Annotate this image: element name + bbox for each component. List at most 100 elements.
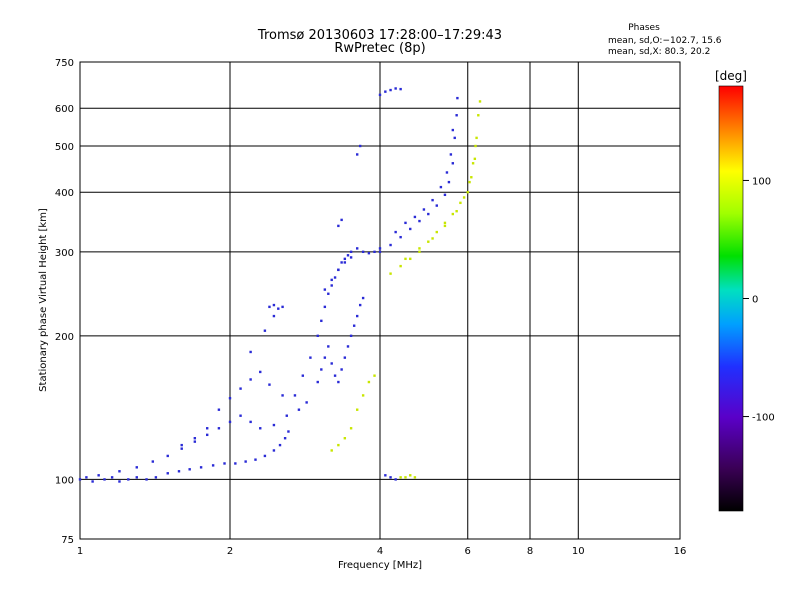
x-mode-point [367, 380, 371, 384]
o-mode-point [301, 374, 305, 377]
o-mode-point [180, 443, 183, 447]
o-mode-point [394, 230, 397, 234]
x-mode-point [462, 196, 466, 199]
o-mode-point [287, 430, 290, 433]
o-mode-point [217, 408, 221, 411]
o-mode-point [361, 250, 365, 254]
y-axis-label: Stationary phase Virtual Height [km] [38, 208, 49, 392]
o-mode-point [254, 458, 257, 461]
x-mode-point [443, 224, 447, 228]
o-mode-point [435, 204, 438, 207]
x-tick-label: 10 [572, 546, 585, 557]
o-mode-point [205, 433, 209, 437]
o-mode-point [211, 464, 215, 467]
o-mode-point [455, 114, 458, 117]
o-mode-point [281, 305, 284, 309]
o-mode-point [205, 427, 209, 430]
o-mode-point [449, 153, 453, 156]
o-mode-point [118, 480, 121, 483]
o-mode-point [259, 427, 262, 430]
o-mode-point [249, 378, 252, 381]
x-mode-point [431, 237, 434, 240]
x-mode-point [409, 474, 412, 477]
o-mode-point [453, 136, 456, 140]
o-mode-point [330, 278, 333, 282]
o-mode-point [418, 219, 421, 223]
o-mode-point [358, 303, 362, 307]
x-tick-marks: 1 2 4 6 8 10 16 [77, 546, 687, 557]
x-tick-label: 2 [227, 546, 233, 557]
o-mode-point [394, 87, 397, 90]
phase-info-o: mean, sd,O:−102.7, 15.6 [608, 36, 722, 46]
o-mode-point [193, 440, 197, 443]
o-mode-point [78, 478, 82, 481]
o-mode-point [293, 394, 297, 397]
o-mode-point [272, 449, 276, 452]
x-mode-point [404, 257, 407, 261]
o-mode-point [427, 212, 430, 216]
o-mode-point [451, 128, 455, 132]
x-mode-point [399, 476, 402, 479]
o-mode-point [378, 247, 382, 250]
o-mode-point [456, 96, 459, 100]
o-mode-point [272, 303, 276, 307]
o-mode-point [355, 153, 359, 156]
o-mode-point [285, 414, 288, 417]
o-mode-point [180, 447, 183, 450]
x-mode-point [355, 408, 359, 411]
o-mode-point [327, 292, 330, 295]
o-mode-point [249, 420, 252, 424]
o-mode-point [316, 380, 319, 384]
x-mode-point [373, 374, 376, 377]
x-mode-point [418, 250, 421, 254]
x-tick-label: 1 [77, 546, 83, 557]
o-mode-point [409, 227, 412, 231]
o-mode-point [228, 396, 232, 400]
o-mode-point [413, 215, 417, 219]
o-mode-point [278, 443, 282, 447]
colorbar [718, 85, 744, 512]
o-mode-point [135, 476, 138, 479]
phase-info-x: mean, sd,X: 80.3, 20.2 [608, 47, 710, 57]
x-mode-point [404, 476, 407, 479]
x-tick-label: 8 [527, 546, 533, 557]
x-mode-point [474, 144, 477, 148]
o-mode-point [118, 470, 121, 473]
o-mode-point [268, 383, 271, 386]
o-mode-point [394, 478, 397, 481]
y-tick-label: 200 [55, 332, 74, 343]
o-mode-point [323, 305, 327, 309]
x-mode-point [337, 443, 340, 447]
x-mode-point [349, 427, 353, 430]
x-mode-point [466, 191, 469, 194]
y-tick-label: 600 [55, 104, 74, 115]
x-mode-point [361, 394, 365, 397]
o-mode-point [443, 193, 447, 197]
o-mode-point [127, 478, 130, 481]
o-mode-point [399, 235, 402, 239]
o-mode-point [404, 221, 407, 225]
o-mode-point [343, 356, 347, 359]
y-tick-label: 300 [55, 248, 74, 259]
o-mode-point [330, 362, 333, 365]
o-mode-point [263, 329, 267, 332]
o-mode-point [228, 420, 232, 424]
y-tick-label: 100 [55, 475, 74, 486]
x-mode-point [399, 264, 402, 268]
o-mode-point [223, 462, 226, 465]
x-mode-point [475, 136, 478, 140]
o-mode-point [85, 476, 88, 479]
x-mode-point [413, 476, 417, 479]
x-tick-label: 16 [674, 546, 687, 557]
o-mode-point [327, 345, 330, 348]
o-mode-point [431, 198, 434, 202]
o-mode-point [323, 288, 327, 291]
o-mode-point [349, 256, 353, 259]
colorbar-tick-label: 100 [752, 176, 771, 187]
x-mode-point [470, 176, 473, 179]
grid-lines [80, 62, 680, 539]
o-mode-point [445, 171, 449, 174]
o-mode-point [145, 478, 148, 481]
phase-info-title: Phases [628, 23, 660, 33]
